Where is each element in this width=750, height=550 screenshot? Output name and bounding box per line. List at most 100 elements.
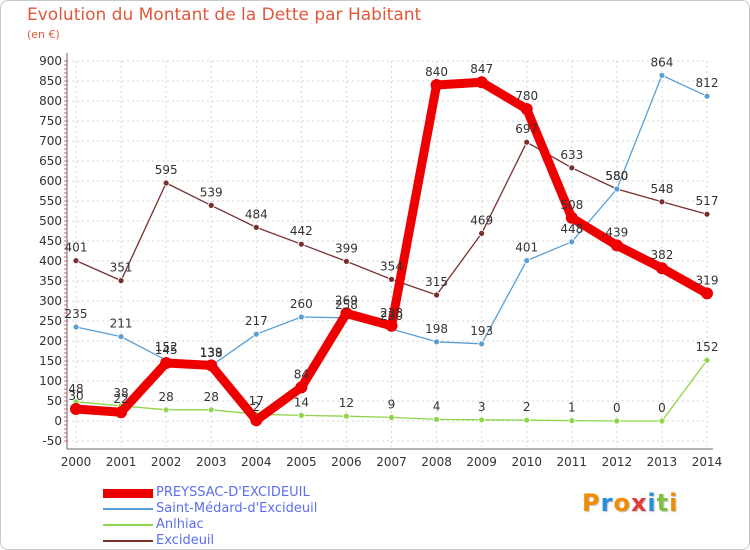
logo-letter: i <box>669 489 679 517</box>
legend-label: Saint-Médard-d'Excideuil <box>156 501 318 516</box>
data-label: 351 <box>110 261 133 275</box>
logo-letter: P <box>582 489 601 517</box>
x-tick-label: 2011 <box>557 455 588 469</box>
y-tick-label: 800 <box>39 94 62 108</box>
y-tick-label: 150 <box>39 354 62 368</box>
data-point <box>478 229 486 237</box>
data-point <box>568 238 576 246</box>
data-point <box>701 287 713 300</box>
data-label: 1 <box>568 401 576 415</box>
x-tick-label: 2005 <box>286 455 317 469</box>
data-point <box>385 319 398 332</box>
y-tick-label: 0 <box>54 414 62 428</box>
data-point <box>207 406 215 414</box>
x-tick-label: 2014 <box>692 455 723 469</box>
data-label: 3 <box>478 400 486 414</box>
data-point <box>568 164 576 172</box>
y-tick-label: 650 <box>39 154 62 168</box>
legend-swatch <box>103 508 153 510</box>
data-label: 484 <box>245 207 268 221</box>
data-label: 697 <box>515 122 538 136</box>
data-point <box>297 313 305 321</box>
data-label: 0 <box>658 401 666 415</box>
data-label: 152 <box>155 340 178 354</box>
data-point <box>343 412 350 420</box>
y-tick-label: 750 <box>39 114 62 128</box>
data-point <box>520 103 533 115</box>
data-point <box>703 356 711 364</box>
data-label: 198 <box>425 322 448 336</box>
x-tick-label: 2009 <box>466 455 497 469</box>
data-label: 17 <box>249 394 264 408</box>
y-tick-label: 450 <box>39 234 62 248</box>
y-tick-label: 550 <box>39 194 62 208</box>
data-point <box>658 417 666 425</box>
data-label: 401 <box>65 241 88 255</box>
legend-swatch <box>103 524 153 526</box>
data-point <box>72 257 80 265</box>
x-tick-label: 2000 <box>61 455 92 469</box>
data-label: 145 <box>155 343 178 357</box>
data-point <box>162 406 170 414</box>
y-tick-label: 500 <box>39 214 62 228</box>
y-tick-label: 600 <box>39 174 62 188</box>
data-point <box>430 79 443 91</box>
data-point <box>297 411 305 419</box>
legend-item: Anlhiac <box>103 517 363 533</box>
y-tick-label: 400 <box>39 254 62 268</box>
data-label: 260 <box>290 297 313 311</box>
data-point <box>162 179 170 187</box>
data-label: 580 <box>605 169 628 183</box>
data-label: 139 <box>200 345 223 359</box>
data-label: 469 <box>470 213 493 227</box>
legend: PREYSSAC-D'EXCIDEUIL Saint-Médard-d'Exci… <box>103 485 363 549</box>
axis-layer: -500501001502002503003504004505005506006… <box>39 53 722 469</box>
data-label: 14 <box>294 395 309 409</box>
data-label: 448 <box>560 222 583 236</box>
legend-label: Anlhiac <box>156 517 204 532</box>
legend-item: Saint-Médard-d'Excideuil <box>103 501 363 517</box>
data-point <box>433 415 440 423</box>
x-tick-label: 2004 <box>241 455 272 469</box>
data-label: 864 <box>650 55 673 69</box>
data-label: 138 <box>200 346 223 360</box>
data-label: 517 <box>696 194 719 208</box>
legend-label: PREYSSAC-D'EXCIDEUIL <box>156 485 310 500</box>
x-tick-label: 2006 <box>331 455 362 469</box>
data-point <box>613 185 621 193</box>
y-tick-label: 200 <box>39 334 62 348</box>
data-point <box>523 257 531 265</box>
data-point <box>658 198 666 206</box>
data-point <box>252 223 260 231</box>
data-label: 354 <box>380 259 403 273</box>
y-tick-label: 900 <box>39 54 62 68</box>
data-label: 319 <box>696 273 719 287</box>
data-point <box>610 239 623 252</box>
series-layer <box>70 72 713 427</box>
data-label: 38 <box>113 386 128 400</box>
proxiti-logo: Proxiti <box>582 489 678 517</box>
logo-letter: t <box>656 489 670 517</box>
x-tick-label: 2002 <box>151 455 182 469</box>
data-point <box>343 257 350 265</box>
data-point <box>568 417 576 425</box>
data-point <box>703 210 711 218</box>
data-point <box>72 323 80 331</box>
data-label: 439 <box>605 225 628 239</box>
data-point <box>433 291 440 299</box>
data-label: 235 <box>65 307 88 321</box>
data-point <box>297 240 305 248</box>
data-label: 508 <box>560 198 583 212</box>
data-point <box>478 340 486 348</box>
data-label: 9 <box>388 397 396 411</box>
data-label: 780 <box>515 89 538 103</box>
data-point <box>340 307 353 320</box>
data-label: 84 <box>294 367 309 381</box>
data-label: 847 <box>470 62 493 76</box>
data-label: 152 <box>696 340 719 354</box>
data-point <box>117 277 125 285</box>
logo-letter: o <box>613 489 631 517</box>
x-tick-label: 2013 <box>647 455 678 469</box>
data-label: 315 <box>425 275 448 289</box>
logo-letter: r <box>600 489 614 517</box>
